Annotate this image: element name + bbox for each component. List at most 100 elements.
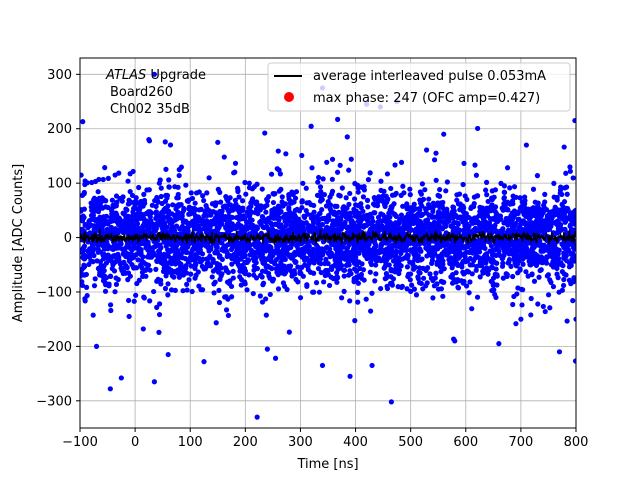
- scatter-point: [100, 197, 106, 204]
- scatter-point: [382, 247, 388, 253]
- scatter-point: [415, 257, 421, 264]
- scatter-point: [116, 254, 122, 260]
- scatter-point: [211, 281, 217, 287]
- scatter-point: [374, 258, 380, 264]
- scatter-point: [566, 277, 573, 283]
- legend-marker-max-phase: [284, 92, 294, 102]
- scatter-point: [250, 290, 256, 297]
- scatter-point: [501, 189, 507, 195]
- scatter-point: [233, 214, 240, 221]
- scatter-point: [87, 217, 93, 224]
- scatter-point: [503, 215, 509, 222]
- scatter-point: [488, 243, 495, 249]
- scatter-point: [92, 208, 98, 214]
- scatter-point: [212, 221, 219, 227]
- scatter-point: [539, 247, 545, 253]
- scatter-point: [125, 277, 131, 283]
- scatter-point: [184, 281, 190, 287]
- scatter-point: [143, 273, 149, 279]
- scatter-point: [269, 222, 275, 229]
- scatter-point: [398, 212, 405, 218]
- scatter-point: [310, 289, 316, 295]
- scatter-point: [365, 177, 372, 183]
- scatter-point: [133, 292, 139, 298]
- scatter-point: [257, 293, 263, 299]
- scatter-point: [167, 248, 173, 254]
- scatter-point: [391, 201, 397, 207]
- scatter-point: [121, 224, 127, 230]
- scatter-point: [409, 282, 415, 288]
- scatter-point: [329, 176, 335, 182]
- scatter-point: [112, 259, 118, 266]
- scatter-point-outlier: [146, 137, 152, 143]
- scatter-point: [400, 203, 406, 209]
- scatter-point: [167, 142, 174, 148]
- scatter-point: [109, 197, 115, 203]
- scatter-point: [561, 144, 567, 150]
- scatter-point: [175, 270, 181, 276]
- scatter-point: [102, 165, 108, 171]
- scatter-point: [554, 207, 560, 213]
- scatter-point: [373, 243, 379, 249]
- scatter-point: [457, 207, 463, 213]
- scatter-point: [165, 281, 171, 287]
- scatter-point: [235, 188, 241, 194]
- scatter-point: [428, 275, 434, 281]
- scatter-point: [246, 180, 252, 186]
- scatter-point: [280, 225, 286, 231]
- scatter-point: [204, 212, 210, 219]
- scatter-point: [361, 277, 367, 283]
- scatter-point: [105, 175, 111, 181]
- scatter-point: [229, 214, 236, 221]
- scatter-point: [154, 220, 161, 226]
- scatter-point: [532, 221, 538, 227]
- scatter-point: [415, 229, 422, 235]
- x-tick-label: −100: [62, 435, 98, 450]
- scatter-point: [331, 209, 337, 215]
- scatter-point: [212, 250, 218, 256]
- scatter-point: [413, 217, 419, 223]
- scatter-point: [392, 162, 398, 168]
- scatter-point: [80, 282, 86, 289]
- scatter-point: [190, 246, 196, 252]
- scatter-point: [512, 256, 518, 263]
- scatter-point-outlier: [215, 139, 221, 145]
- scatter-point: [327, 206, 333, 212]
- scatter-point: [355, 280, 362, 286]
- scatter-point: [140, 222, 146, 228]
- scatter-point: [361, 214, 367, 220]
- scatter-point: [525, 273, 531, 279]
- scatter-point: [346, 167, 352, 173]
- scatter-point: [352, 196, 358, 202]
- scatter-point: [293, 189, 300, 195]
- scatter-point: [477, 208, 483, 215]
- scatter-point: [282, 241, 288, 247]
- scatter-point: [213, 244, 219, 250]
- scatter-point: [105, 221, 111, 227]
- scatter-point: [339, 295, 345, 301]
- scatter-point: [412, 254, 418, 260]
- scatter-point: [318, 247, 324, 253]
- scatter-point: [482, 245, 488, 252]
- scatter-point: [186, 258, 192, 264]
- scatter-point: [341, 221, 347, 227]
- scatter-point: [299, 204, 305, 211]
- scatter-point: [259, 299, 266, 305]
- scatter-point: [534, 214, 540, 221]
- scatter-point: [278, 232, 284, 238]
- scatter-point: [127, 171, 133, 177]
- scatter-point: [329, 156, 336, 162]
- scatter-point: [517, 266, 523, 272]
- scatter-point: [100, 256, 107, 262]
- scatter-point: [251, 263, 257, 269]
- scatter-point: [199, 287, 206, 293]
- scatter-point: [428, 222, 434, 228]
- scatter-point: [171, 274, 177, 280]
- scatter-point: [153, 266, 159, 272]
- scatter-point: [436, 221, 442, 227]
- annotation-experiment-suffix: Upgrade: [146, 68, 206, 83]
- scatter-point: [476, 213, 482, 219]
- scatter-point: [384, 285, 391, 292]
- scatter-point: [193, 272, 199, 278]
- scatter-point: [250, 250, 256, 256]
